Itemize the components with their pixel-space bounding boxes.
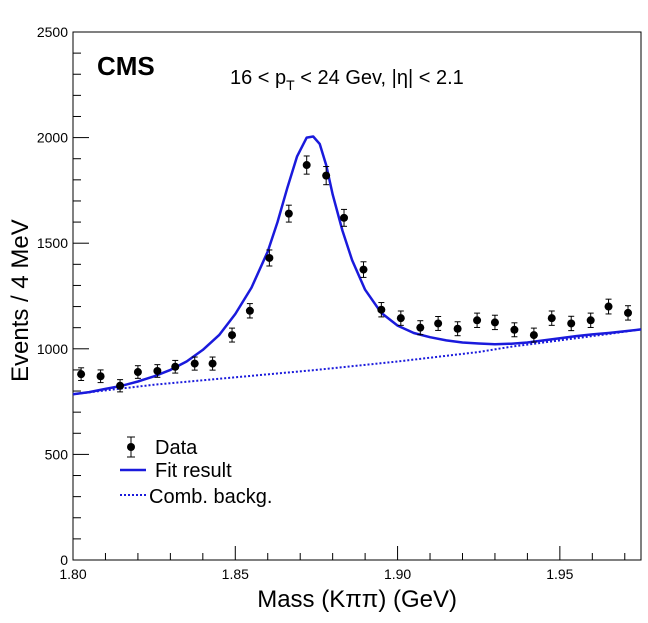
data-point	[208, 356, 217, 371]
selection-label-part2: < 24 Gev, |η| < 2.1	[295, 67, 464, 89]
data-point	[473, 312, 482, 328]
data-point	[510, 322, 519, 338]
data-point	[604, 298, 613, 315]
data-point	[359, 261, 368, 278]
selection-label-sub: T	[286, 77, 295, 93]
data-point	[77, 367, 86, 381]
selection-label: 16 < pT < 24 Gev, |η| < 2.1	[230, 67, 464, 93]
data-point	[190, 356, 199, 371]
data-point	[302, 155, 311, 175]
y-tick-label: 2500	[37, 24, 68, 40]
x-axis-title: Mass (Kππ) (GeV)	[257, 586, 457, 613]
x-tick-label: 1.80	[59, 566, 86, 582]
data-point	[453, 321, 462, 337]
data-point	[547, 310, 556, 326]
data-point	[396, 310, 405, 326]
data-points	[77, 155, 633, 393]
data-point	[171, 359, 180, 374]
axis-tick-labels: 1.80 1.85 1.90 1.95 0 500 1000 1500 2000 2500	[37, 24, 574, 582]
data-point	[153, 364, 162, 378]
data-point	[265, 249, 274, 267]
plot-frame	[72, 31, 642, 561]
legend-label-fit: Fit result	[155, 460, 232, 482]
data-point	[490, 314, 499, 331]
legend-data-marker	[127, 436, 135, 458]
data-point	[133, 365, 142, 379]
legend: Data Fit result Comb. backg.	[120, 436, 272, 508]
experiment-label: CMS	[97, 51, 155, 81]
x-tick-label: 1.95	[546, 566, 573, 582]
data-point	[96, 369, 105, 384]
data-point	[567, 315, 576, 332]
axis-ticks	[72, 31, 626, 561]
data-point	[116, 379, 125, 393]
y-axis-title: Events / 4 MeV	[7, 219, 34, 382]
selection-label-part1: 16 < p	[230, 67, 286, 89]
data-point	[228, 327, 237, 343]
background-curve	[72, 328, 642, 396]
data-point	[322, 166, 331, 186]
data-point	[529, 327, 538, 343]
x-tick-label: 1.85	[222, 566, 249, 582]
fit-curves	[72, 135, 642, 396]
y-tick-label: 1500	[37, 235, 68, 251]
legend-label-background: Comb. backg.	[149, 486, 272, 508]
data-point	[434, 315, 443, 331]
y-tick-label: 2000	[37, 130, 68, 146]
y-tick-label: 0	[60, 552, 68, 568]
data-point	[586, 312, 595, 328]
data-point	[245, 303, 254, 319]
data-point	[284, 204, 293, 223]
data-point	[340, 208, 349, 227]
x-tick-label: 1.90	[384, 566, 411, 582]
data-point	[377, 302, 386, 318]
y-tick-label: 1000	[37, 341, 68, 357]
y-tick-label: 500	[45, 446, 69, 462]
legend-label-data: Data	[155, 437, 198, 459]
data-point	[416, 320, 425, 336]
data-point	[624, 305, 633, 321]
fit-curve	[72, 135, 642, 396]
